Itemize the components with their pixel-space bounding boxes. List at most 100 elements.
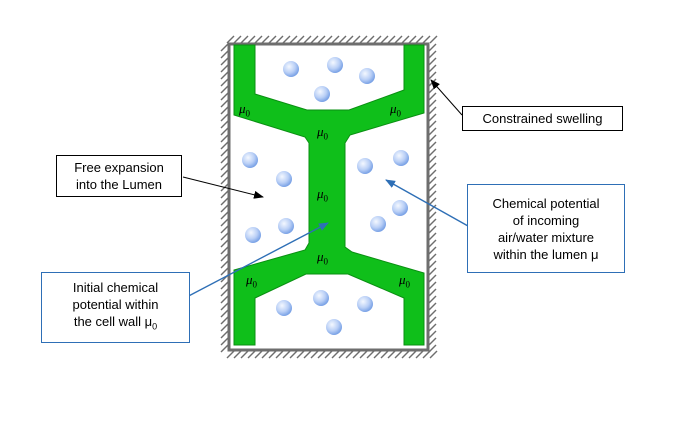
hatch-mark (408, 35, 417, 44)
hatch-mark (220, 113, 229, 122)
hatch-mark (345, 35, 354, 44)
chemical-potential-arrow (385, 179, 469, 227)
water-particle (245, 227, 261, 243)
hatch-mark (220, 176, 229, 185)
free-expansion-label: Free expansion into the Lumen (56, 155, 182, 197)
mu0-label: μ0 (390, 101, 402, 119)
hatch-mark (428, 295, 437, 304)
hatch-mark (220, 57, 229, 66)
hatch-mark (282, 35, 291, 44)
hatch-mark (220, 92, 229, 101)
water-particle (283, 61, 299, 77)
hatch-mark (324, 35, 333, 44)
hatch-mark (428, 120, 437, 129)
water-particle (278, 218, 294, 234)
hatch-mark (380, 35, 389, 44)
hatch-mark (429, 350, 438, 359)
hatch-mark (220, 148, 229, 157)
water-particle (357, 296, 373, 312)
hatch-mark (220, 197, 229, 206)
hatch-mark (220, 71, 229, 80)
hatch-mark (220, 281, 229, 290)
hatch-mark (338, 350, 347, 359)
hatch-mark (408, 350, 417, 359)
hatch-mark (428, 57, 437, 66)
hatch-mark (261, 35, 270, 44)
free-expansion-arrow (182, 176, 264, 199)
hatch-mark (220, 253, 229, 262)
hatch-mark (247, 35, 256, 44)
hatch-mark (220, 337, 229, 346)
hatch-mark (220, 302, 229, 311)
water-particle (327, 57, 343, 73)
hatch-mark (428, 274, 437, 283)
hatch-mark (359, 350, 368, 359)
hatch-mark (429, 35, 438, 44)
water-particle (359, 68, 375, 84)
hatch-mark (317, 35, 326, 44)
hatch-mark (394, 350, 403, 359)
water-particle (313, 290, 329, 306)
hatch-mark (220, 267, 229, 276)
hatch-mark (428, 260, 437, 269)
mu0-label: μ0 (317, 186, 329, 204)
hatch-mark (220, 141, 229, 150)
chemical-potential-label: Chemical potential of incoming air/water… (467, 184, 625, 273)
hatch-mark (261, 350, 270, 359)
hatch-mark (226, 35, 235, 44)
hatch-mark (428, 169, 437, 178)
hatch-mark (422, 350, 431, 359)
hatch-mark (428, 92, 437, 101)
hatch-mark (352, 350, 361, 359)
hatch-mark (331, 35, 340, 44)
hatch-mark (428, 99, 437, 108)
hatch-mark (428, 162, 437, 171)
hatch-mark (373, 35, 382, 44)
hatch-mark (338, 35, 347, 44)
hatch-mark (220, 239, 229, 248)
hatch-mark (428, 176, 437, 185)
hatch-mark (428, 267, 437, 276)
hatch-mark (428, 85, 437, 94)
hatch-mark (401, 35, 410, 44)
hatch-mark (254, 35, 263, 44)
water-particle (276, 300, 292, 316)
hatch-mark (359, 35, 368, 44)
hatch-mark (220, 211, 229, 220)
hatch-mark (428, 253, 437, 262)
hatch-mark (220, 218, 229, 227)
hatch-mark (428, 113, 437, 122)
hatch-mark (428, 71, 437, 80)
hatch-mark (220, 288, 229, 297)
hatch-mark (303, 350, 312, 359)
hatch-mark (220, 204, 229, 213)
hatch-mark (394, 35, 403, 44)
hatch-mark (226, 350, 235, 359)
hatch-mark (428, 43, 437, 52)
hatch-mark (373, 350, 382, 359)
hatch-mark (220, 344, 229, 353)
hatch-mark (220, 190, 229, 199)
hatch-mark (380, 350, 389, 359)
water-particle (326, 319, 342, 335)
hatch-mark (268, 35, 277, 44)
hatch-mark (220, 106, 229, 115)
hatch-mark (366, 35, 375, 44)
hatch-mark (254, 350, 263, 359)
hatch-mark (415, 350, 424, 359)
hatch-mark (428, 218, 437, 227)
hatch-mark (428, 50, 437, 59)
hatch-mark (428, 239, 437, 248)
hatch-mark (352, 35, 361, 44)
hatch-mark (268, 350, 277, 359)
hatch-mark (220, 155, 229, 164)
mu0-label: μ0 (399, 272, 411, 290)
cell-wall (233, 44, 425, 346)
hatch-mark (275, 350, 284, 359)
hatch-mark (220, 225, 229, 234)
mu0-label: μ0 (317, 124, 329, 142)
constrained-swelling-arrow (430, 79, 463, 116)
hatch-mark (428, 316, 437, 325)
hatch-mark (428, 64, 437, 73)
water-particle (357, 158, 373, 174)
